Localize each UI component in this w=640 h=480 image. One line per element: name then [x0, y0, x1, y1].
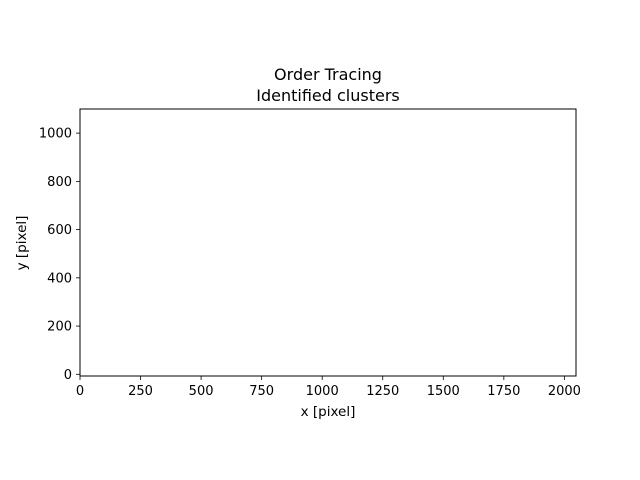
x-tick-label: 0: [76, 384, 84, 399]
y-tick-label: 200: [47, 320, 72, 335]
chart-title: Order Tracing: [274, 65, 382, 84]
y-tick-label: 0: [64, 368, 72, 383]
x-tick-label: 1500: [427, 384, 460, 399]
y-tick-label: 1000: [39, 127, 72, 142]
x-tick-label: 500: [189, 384, 214, 399]
y-tick-label: 800: [47, 175, 72, 190]
x-axis: 0 250 500 750 1000 1250 1500 1750 2000: [76, 376, 581, 399]
plot-area: [79, 108, 577, 377]
x-tick-label: 1250: [366, 384, 399, 399]
x-axis-label: x [pixel]: [301, 404, 356, 420]
y-tick-label: 400: [47, 271, 72, 286]
chart-subtitle: Identified clusters: [256, 86, 400, 105]
x-tick-label: 1000: [306, 384, 339, 399]
x-tick-label: 2000: [548, 384, 581, 399]
y-tick-label: 600: [47, 223, 72, 238]
x-tick-label: 1750: [487, 384, 520, 399]
axes-frame: [79, 108, 577, 377]
y-axis-label: y [pixel]: [14, 216, 30, 271]
x-tick-label: 250: [128, 384, 153, 399]
y-axis: 0 200 400 600 800 1000: [39, 127, 80, 383]
x-tick-label: 750: [249, 384, 274, 399]
